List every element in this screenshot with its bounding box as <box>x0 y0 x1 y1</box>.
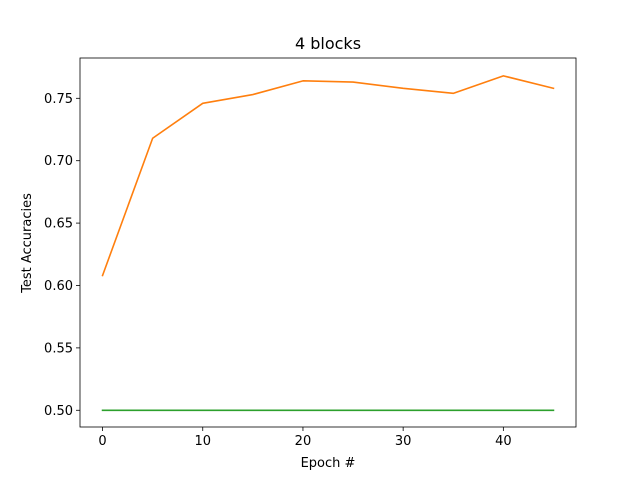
series-line-1 <box>101 75 555 277</box>
y-tick-label: 0.50 <box>44 404 73 419</box>
x-tick-label: 20 <box>295 434 312 449</box>
x-axis-ticks: 0 10 20 30 40 <box>98 427 512 449</box>
x-tick-label: 30 <box>395 434 412 449</box>
y-axis-ticks: 0.50 0.55 0.60 0.65 0.70 0.75 <box>44 92 80 419</box>
y-axis-label: Test Accuracies <box>20 193 35 294</box>
plot-frame <box>79 57 577 428</box>
y-tick-label: 0.55 <box>44 341 73 356</box>
x-axis-label: Epoch # <box>301 456 356 471</box>
y-tick-label: 0.75 <box>44 92 73 107</box>
y-tick-label: 0.60 <box>44 279 73 294</box>
y-tick-label: 0.70 <box>44 154 73 169</box>
y-tick-label: 0.65 <box>44 217 73 232</box>
series-layer <box>101 75 555 412</box>
x-tick-label: 0 <box>98 434 106 449</box>
x-tick-label: 10 <box>194 434 211 449</box>
chart-title: 4 blocks <box>295 34 361 53</box>
x-tick-label: 40 <box>495 434 512 449</box>
